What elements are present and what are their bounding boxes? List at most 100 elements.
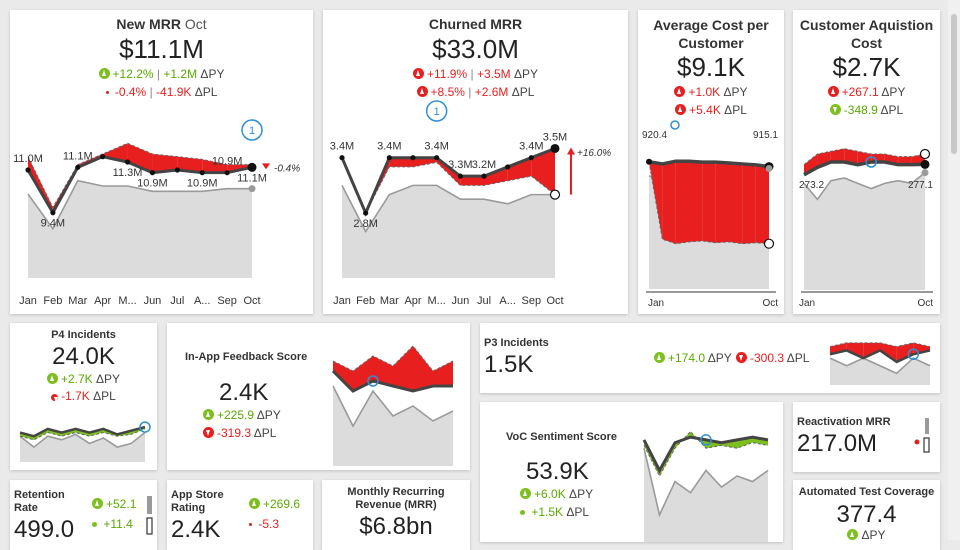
variance-py: +6.0K ΔPY [520,487,593,501]
data-point [505,164,511,170]
variance-pl: +1.5K ΔPL [520,505,589,519]
card-avg-cost[interactable]: Average Cost per Customer $9.1K +1.0K ΔPY… [638,10,784,314]
variance-note: +16.0% [577,148,611,159]
card-cac[interactable]: Customer Aquistion Cost $2.7K +267.1 ΔPY … [793,10,940,314]
variance-fill [898,156,912,165]
ac-line [829,349,931,364]
bar-py [147,496,152,514]
data-label: 11.3M [113,167,143,179]
x-tick-label: Jul [477,295,491,307]
card-title: Monthly Recurring Revenue (MRR) [347,486,445,511]
py-area [342,185,555,278]
variance-pl: -348.9 ΔPL [793,103,940,117]
card-test-coverage[interactable]: Automated Test Coverage 377.4 ΔPY [793,480,940,550]
x-tick-label: Feb [43,295,62,307]
card-voc[interactable]: VoC Sentiment Score 53.9K +6.0K ΔPY +1.5… [480,402,783,542]
data-label: 3.5M [543,131,567,143]
arrow-up-icon [92,498,103,509]
card-reactivation[interactable]: Reactivation MRR 217.0M [793,402,940,472]
variance-fill [846,342,864,359]
marker-circle [907,348,920,361]
x-tick-label: A... [499,295,516,307]
card-title: P3 Incidents [484,337,549,349]
arrow-up-icon [98,68,110,79]
variance-fill [393,346,413,391]
dot-icon [520,510,525,515]
x-tick-label: M... [118,295,136,307]
variance-py: +269.6 [249,497,300,511]
pl-line [648,161,770,245]
x-tick-label: Jun [144,295,162,307]
data-label: 3.4M [519,141,543,153]
x-tick-label: Oct [546,295,563,307]
avg-cost-chart: 920.4 915.1 Jan Oct [642,120,778,309]
x-tick-label: Mar [380,295,399,307]
variance-fill [702,162,716,243]
x-tick-label: Sep [217,295,237,307]
kpi-value: 1.5K [484,351,534,378]
card-app-store[interactable]: App Store Rating 2.4K +269.6 -5.3 [167,480,313,550]
variance-pl: +11.4 [92,517,133,531]
voc-chart [642,430,769,542]
dot-icon [249,523,252,526]
variance-fill [649,161,663,240]
data-point [50,210,56,216]
variance-py: +1.0K ΔPY [638,85,784,99]
pl-line [27,142,252,209]
card-p4-incidents[interactable]: P4 Incidents 24.0K +2.7K ΔPY -1.7K ΔPL [10,323,157,470]
variance-fill [177,156,203,173]
variance-py: +12.2% | +1.2M ΔPY [10,67,313,81]
data-label: 3.2M [472,159,496,171]
ac-line [642,435,769,474]
data-point [100,154,106,160]
card-churned-mrr[interactable]: Churned MRR $33.0M +11.9% | +3.5M ΔPY +8… [323,10,628,314]
marker-circle [865,156,877,168]
arrow-up-icon [416,86,428,97]
kpi-value: 499.0 [14,516,75,543]
card-feedback[interactable]: In-App Feedback Score 2.4K +225.9 ΔPY -3… [167,323,470,470]
dot-icon [51,394,59,403]
pl-line [643,430,769,478]
kpi-value: 2.4K [171,516,221,543]
card-title: App Store Rating [171,489,224,514]
card-p3-incidents[interactable]: P3 Incidents 1.5K +174.0 ΔPY -300.3 ΔPL [480,323,940,393]
card-title: VoC Sentiment Score [506,431,618,443]
data-point [481,173,487,179]
py-area [830,358,930,385]
marker-circle [700,434,712,446]
variance-fill [127,143,153,173]
data-point [528,155,534,161]
data-label: 10.9M [212,156,243,168]
data-point [75,164,81,170]
scrollbar-thumb[interactable] [951,14,957,154]
variance-fill [804,154,818,175]
kpi-value: $11.1M [119,34,204,64]
x-tick-label: A... [194,295,211,307]
marker-badge-text: 1 [249,125,255,137]
end-point [920,159,930,169]
variance-py: +52.1 [92,497,136,511]
card-title: Average Cost per Customer [653,17,769,51]
data-label: 9.4M [41,218,65,230]
card-retention[interactable]: Retention Rate 499.0 +52.1 +11.4 [10,480,157,550]
marker-circle [367,375,379,387]
kpi-value: 377.4 [836,501,897,528]
card-title: Retention Rate [14,489,65,514]
variance-arrow [567,147,575,155]
pl-line [341,157,556,215]
arrow-up-icon [203,409,214,420]
card-new-mrr[interactable]: New MRR Oct $11.1M +12.2% | +1.2M ΔPY -0… [10,10,313,314]
variance-fill [202,159,228,173]
variance-fill [675,161,689,244]
arrow-up-icon [520,488,531,499]
x-tick-label: Jan [799,298,815,309]
ac-line [19,425,146,438]
x-tick-label: Mar [68,295,87,307]
arrow-down-icon [203,427,214,438]
end-point [247,162,257,172]
card-monthly-rr[interactable]: Monthly Recurring Revenue (MRR) $6.8bn [322,480,470,550]
scrollbar[interactable] [948,0,960,540]
x-tick-label: Jan [648,298,664,309]
x-tick-label: Apr [404,295,421,307]
